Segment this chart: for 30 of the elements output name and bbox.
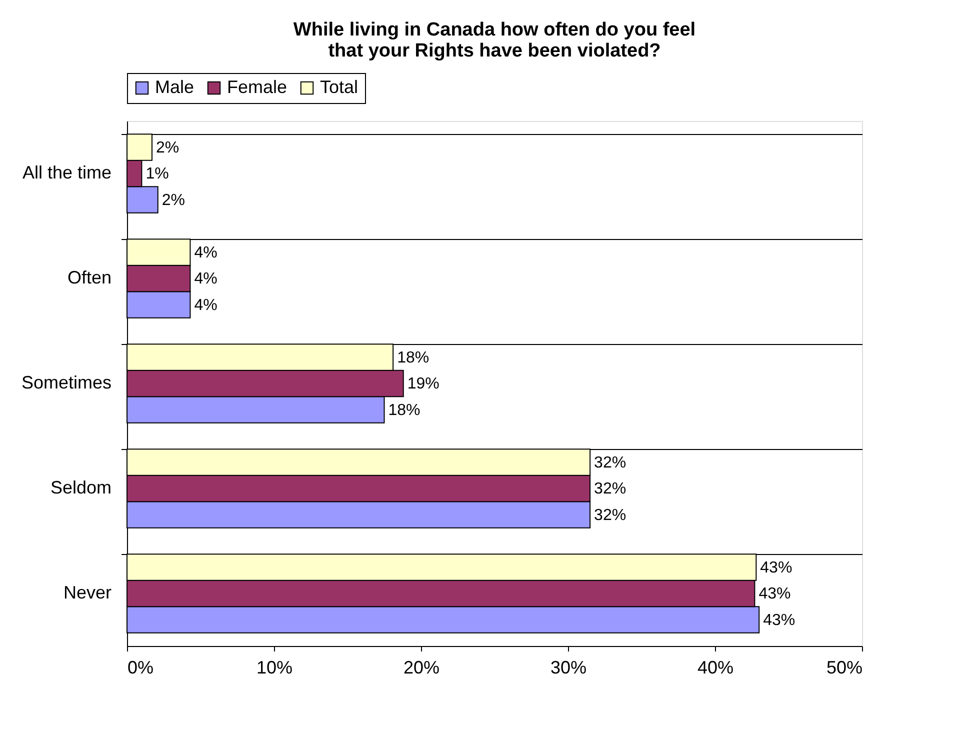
legend-label: Female	[227, 77, 288, 97]
x-tick-label: 0%	[128, 658, 154, 678]
y-tick-label: Seldom	[50, 478, 112, 498]
legend-label: Total	[320, 77, 358, 97]
data-label: 2%	[156, 139, 180, 156]
x-tick-label: 40%	[697, 658, 734, 678]
y-tick-label: Often	[67, 268, 112, 288]
data-label: 4%	[194, 244, 218, 262]
y-tick-label: All the time	[22, 162, 112, 182]
x-tick-label: 20%	[403, 658, 440, 678]
data-label: 4%	[194, 296, 218, 314]
x-tick-label: 30%	[550, 658, 587, 678]
legend-label: Male	[155, 77, 194, 97]
x-tick-label: 10%	[256, 658, 293, 678]
data-label: 43%	[760, 559, 792, 576]
data-label: 1%	[146, 166, 169, 182]
data-label: 32%	[594, 480, 626, 498]
data-label: 18%	[388, 402, 420, 419]
data-label: 18%	[397, 349, 430, 366]
data-label: 32%	[594, 454, 626, 472]
data-label: 19%	[407, 376, 440, 392]
chart-title: While living in Canada how often do you feel that your Rights have been violated?	[293, 20, 696, 62]
data-label: 32%	[594, 506, 626, 524]
data-label: 43%	[763, 612, 796, 629]
data-label: 4%	[194, 270, 218, 288]
x-tick-label: 50%	[826, 658, 862, 678]
y-tick-label: Never	[63, 582, 112, 602]
y-tick-label: Sometimes	[21, 372, 112, 392]
data-label: 2%	[162, 192, 185, 209]
data-label: 43%	[758, 586, 791, 602]
